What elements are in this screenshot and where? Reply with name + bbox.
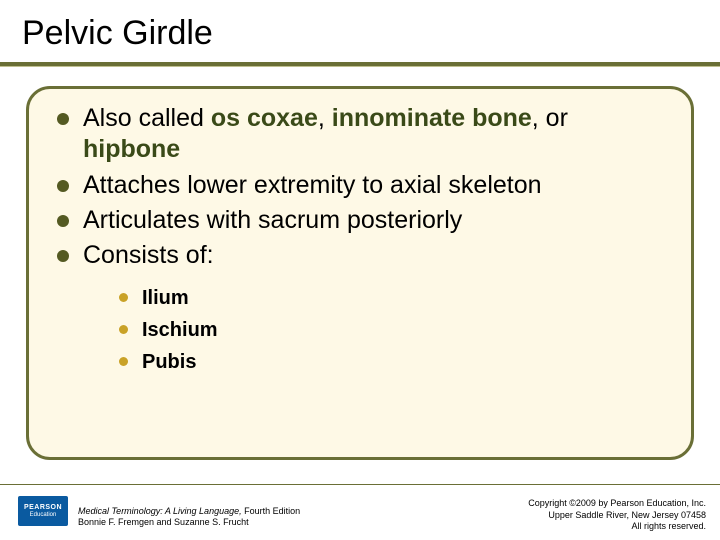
copyright-line: Copyright ©2009 by Pearson Education, In… xyxy=(528,498,706,509)
credit-edition: Fourth Edition xyxy=(242,506,301,516)
pearson-logo: PEARSON Education xyxy=(18,496,68,526)
sub-bullet-icon xyxy=(119,325,128,334)
sub-bullet-item: Ischium xyxy=(119,317,663,343)
bullet-item: Consists of: xyxy=(57,240,663,271)
sub-bullet-icon xyxy=(119,293,128,302)
logo-text-top: PEARSON xyxy=(24,504,62,511)
bullet-icon xyxy=(57,215,69,227)
sub-bullet-text: Ilium xyxy=(142,285,189,311)
sub-bullet-icon xyxy=(119,357,128,366)
title-underline xyxy=(0,62,720,68)
bullet-text: Attaches lower extremity to axial skelet… xyxy=(83,170,663,201)
copyright-line: Upper Saddle River, New Jersey 07458 xyxy=(528,510,706,521)
sub-bullet-item: Ilium xyxy=(119,285,663,311)
sub-bullet-text: Ischium xyxy=(142,317,218,343)
footer: PEARSON Education Medical Terminology: A… xyxy=(0,484,720,540)
content-frame: Also called os coxae, innominate bone, o… xyxy=(26,86,694,460)
bullet-text: Also called os coxae, innominate bone, o… xyxy=(83,103,663,166)
bullet-list: Also called os coxae, innominate bone, o… xyxy=(29,89,691,375)
bullet-icon xyxy=(57,250,69,262)
sub-bullet-list: Ilium Ischium Pubis xyxy=(57,275,663,375)
sub-bullet-item: Pubis xyxy=(119,349,663,375)
bullet-item: Also called os coxae, innominate bone, o… xyxy=(57,103,663,166)
logo-text-bottom: Education xyxy=(30,512,57,518)
slide-title: Pelvic Girdle xyxy=(22,14,720,53)
bullet-text: Articulates with sacrum posteriorly xyxy=(83,205,663,236)
credit-title: Medical Terminology: A Living Language, xyxy=(78,506,242,516)
footer-rule xyxy=(0,484,720,485)
bullet-icon xyxy=(57,113,69,125)
bullet-text: Consists of: xyxy=(83,240,663,271)
credit-right: Copyright ©2009 by Pearson Education, In… xyxy=(528,498,706,532)
sub-bullet-text: Pubis xyxy=(142,349,196,375)
bullet-item: Attaches lower extremity to axial skelet… xyxy=(57,170,663,201)
copyright-line: All rights reserved. xyxy=(528,521,706,532)
bullet-icon xyxy=(57,180,69,192)
credit-left: Medical Terminology: A Living Language, … xyxy=(78,506,300,529)
title-area: Pelvic Girdle xyxy=(0,0,720,53)
credit-authors: Bonnie F. Fremgen and Suzanne S. Frucht xyxy=(78,517,300,528)
slide: Pelvic Girdle Also called os coxae, inno… xyxy=(0,0,720,540)
bullet-item: Articulates with sacrum posteriorly xyxy=(57,205,663,236)
